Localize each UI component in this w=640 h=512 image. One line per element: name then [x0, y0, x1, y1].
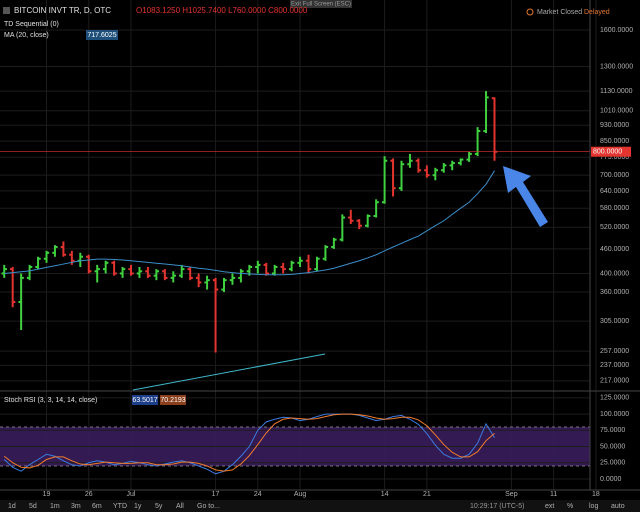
delayed: Delayed	[584, 9, 610, 16]
y-tick-label: 237.0000	[600, 362, 629, 369]
range-button[interactable]: 1m	[50, 503, 60, 510]
ma-value: 717.6025	[87, 32, 116, 39]
x-tick-label: 11	[550, 491, 557, 498]
y-tick-label: 930.0000	[600, 122, 629, 129]
indicator-title[interactable]: MA (20, close)	[4, 32, 49, 39]
toggle-button[interactable]: %	[567, 503, 573, 510]
x-tick-label: 14	[381, 491, 389, 498]
range-button[interactable]: 5y	[155, 503, 163, 510]
y-tick-label: 125.0000	[600, 395, 629, 402]
y-tick-label: 0.0000	[600, 476, 622, 483]
indicator-title[interactable]: Stoch RSI (3, 3, 14, 14, close)	[4, 397, 97, 404]
toggle-button[interactable]: auto	[611, 503, 625, 510]
y-tick-label: 1300.0000	[600, 63, 633, 70]
arrow-drawing[interactable]	[503, 166, 548, 227]
k-value-box	[132, 395, 158, 405]
y-tick-label: 1010.0000	[600, 108, 633, 115]
ohlc-values: O1083.1250 H1025.7400 L760.0000 C800.000…	[136, 6, 308, 15]
y-tick-label: 75.0000	[600, 427, 625, 434]
toolbar	[0, 500, 640, 512]
symbol[interactable]: BITCOIN INVT TR, D, OTC	[14, 6, 111, 15]
k-value: 63.5017	[132, 397, 157, 404]
x-tick-label: 24	[254, 491, 262, 498]
y-tick-label: 25.0000	[600, 460, 625, 467]
y-tick-label: 305.0000	[600, 318, 629, 325]
y-tick-label: 700.0000	[600, 172, 629, 179]
x-tick-label: 26	[85, 491, 93, 498]
range-button[interactable]: All	[176, 503, 184, 510]
marks-layer: 800.0000	[0, 91, 631, 475]
range-button[interactable]: 3m	[71, 503, 81, 510]
x-tick-label: 21	[423, 491, 431, 498]
range-button[interactable]: 1y	[134, 503, 142, 510]
y-tick-label: 850.0000	[600, 138, 629, 145]
range-button[interactable]: 1d	[8, 503, 16, 510]
market-status: Market Closed	[537, 9, 582, 16]
toolbar-items: 1d 5d 1m 3m 6m YTD 1y 5y All Go to... ext% log auto	[8, 503, 625, 510]
y-tick-label: 460.0000	[600, 246, 629, 253]
grid-layer: 19 26 Jul 17 24 Aug 14 21 Sep 11 18 1600.0000 1300.0…	[0, 0, 633, 498]
range-button[interactable]: Go to...	[197, 503, 220, 510]
status-icon	[526, 8, 534, 16]
trendline[interactable]	[132, 353, 326, 391]
toggle-button[interactable]: ext	[545, 503, 554, 510]
x-tick-label: Jul	[127, 491, 136, 498]
y-tick-label: 1130.0000	[600, 88, 633, 95]
symbol-icon	[3, 7, 10, 14]
exit-button-bg[interactable]	[290, 0, 352, 8]
d-value-box	[160, 395, 186, 405]
last-price-box	[591, 146, 631, 157]
y-tick-label: 50.0000	[600, 443, 625, 450]
clock: 10:29:17 (UTC-5)	[470, 503, 524, 510]
range-button[interactable]: 5d	[29, 503, 37, 510]
y-tick-label: 580.0000	[600, 205, 629, 212]
y-tick-label: 217.0000	[600, 378, 629, 385]
y-tick-label: 360.0000	[600, 289, 629, 296]
stoch-line	[3, 413, 495, 472]
y-tick-label: 520.0000	[600, 224, 629, 231]
stoch-line	[3, 413, 495, 475]
moving-average	[4, 170, 495, 276]
exit-full-screen[interactable]: Exit Full Screen (ESC)	[291, 2, 351, 8]
indicator-title[interactable]: TD Sequential (0)	[4, 21, 59, 28]
last-price-label: 800.0000	[593, 149, 622, 156]
d-value: 70.2193	[160, 397, 185, 404]
x-tick-label: 17	[212, 491, 220, 498]
x-tick-label: Aug	[294, 491, 307, 498]
y-tick-label: 1600.0000	[600, 27, 633, 34]
y-tick-label: 257.0000	[600, 348, 629, 355]
toggle-button[interactable]: log	[589, 503, 598, 510]
range-button[interactable]: 6m	[92, 503, 102, 510]
x-tick-label: Sep	[505, 491, 518, 498]
range-button[interactable]: YTD	[113, 503, 127, 510]
x-tick-label: 18	[592, 491, 600, 498]
y-tick-label: 640.0000	[600, 188, 629, 195]
x-tick-label: 19	[43, 491, 51, 498]
ma-value-box	[86, 30, 118, 40]
y-tick-label: 775.0000	[600, 154, 629, 161]
y-tick-label: 100.0000	[600, 411, 629, 418]
y-tick-label: 400.0000	[600, 270, 629, 277]
